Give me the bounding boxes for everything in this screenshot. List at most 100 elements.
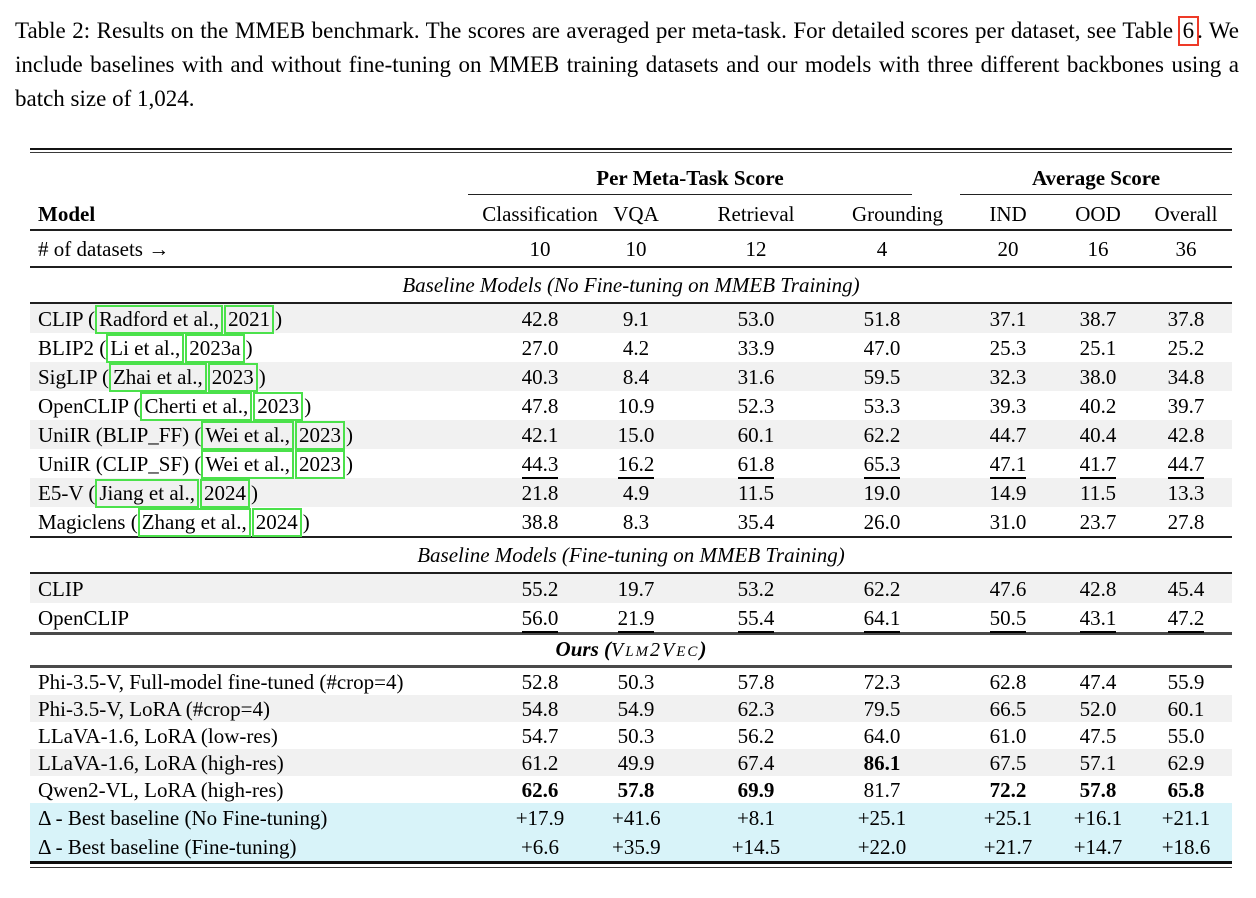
citation-author-link[interactable]: Cherti et al., bbox=[140, 391, 253, 421]
table-6-link[interactable]: 6 bbox=[1177, 16, 1200, 46]
citation-year-link[interactable]: 2023a bbox=[185, 333, 245, 363]
top-rule bbox=[30, 148, 1232, 153]
score-cell: +35.9 bbox=[612, 834, 661, 859]
score-cell: +6.6 bbox=[520, 834, 560, 859]
table-row-siglip: SigLIP (Zhai et al., 2023) 40.3 8.4 31.6 … bbox=[30, 362, 1232, 392]
citation-year-link[interactable]: 2024 bbox=[251, 507, 302, 537]
score-cell: 27.0 bbox=[521, 335, 559, 360]
score-cell: 55.4 bbox=[660, 603, 852, 633]
score-cell: 62.8 bbox=[989, 669, 1027, 694]
table-row-clip-ft: CLIP 55.2 19.7 53.2 62.2 47.6 42.8 45.4 bbox=[30, 574, 1232, 603]
score-cell: 57.8 bbox=[1079, 777, 1117, 802]
score-cell: 49.9 bbox=[617, 750, 655, 775]
score-cell: 53.0 bbox=[737, 306, 775, 331]
score-cell: 44.7 bbox=[989, 422, 1027, 447]
delta-label: Δ - Best baseline (No Fine-tuning) bbox=[38, 805, 328, 830]
citation-author-link[interactable]: Zhai et al., bbox=[108, 362, 207, 392]
mid-rule bbox=[30, 536, 1232, 538]
score-cell: 55.9 bbox=[1167, 669, 1205, 694]
score-cell: +17.9 bbox=[515, 805, 565, 830]
score-cell: 4.2 bbox=[622, 335, 650, 360]
score-cell: 38.7 bbox=[1079, 306, 1117, 331]
score-cell: 50.5 bbox=[960, 603, 1056, 633]
table-caption: Table 2: Results on the MMEB benchmark. … bbox=[15, 14, 1239, 116]
col-header-overall: Overall bbox=[1154, 202, 1218, 226]
model-name: SigLIP (Zhai et al., 2023) bbox=[30, 362, 468, 392]
citation-author-link[interactable]: Radford et al., bbox=[94, 304, 224, 334]
score-cell: 44.3 bbox=[468, 449, 612, 479]
section-header-finetuning: Baseline Models (Fine-tuning on MMEB Tra… bbox=[417, 543, 845, 567]
citation-year-link[interactable]: 2021 bbox=[224, 304, 275, 334]
table-row-phi-lora: Phi-3.5-V, LoRA (#crop=4) 54.8 54.9 62.3… bbox=[30, 695, 1232, 722]
mid-rule bbox=[30, 302, 1232, 304]
score-cell: +25.1 bbox=[983, 805, 1033, 830]
citation-author-link[interactable]: Zhang et al., bbox=[137, 507, 251, 537]
score-cell: 54.9 bbox=[617, 696, 655, 721]
table-row-magiclens: Magiclens (Zhang et al., 2024) 38.8 8.3 3… bbox=[30, 507, 1232, 537]
table-row-unir-clipsf: UniIR (CLIP_SF) (Wei et al., 2023) 44.3 1… bbox=[30, 449, 1232, 479]
score-cell: 8.3 bbox=[622, 509, 650, 534]
table-row-unir-blipff: UniIR (BLIP_FF) (Wei et al., 2023) 42.1 1… bbox=[30, 420, 1232, 450]
score-cell: 40.3 bbox=[521, 364, 559, 389]
score-cell: 60.1 bbox=[1167, 696, 1205, 721]
section-header-no-finetuning: Baseline Models (No Fine-tuning on MMEB … bbox=[402, 273, 860, 297]
col-header-vqa: VQA bbox=[613, 202, 659, 226]
score-cell: +21.1 bbox=[1161, 805, 1211, 830]
model-name: BLIP2 (Li et al., 2023a) bbox=[30, 333, 468, 363]
table-row-llava-lowres: LLaVA-1.6, LoRA (low-res) 54.7 50.3 56.2… bbox=[30, 722, 1232, 749]
score-cell: 61.0 bbox=[989, 723, 1027, 748]
citation-year-link[interactable]: 2023 bbox=[294, 449, 345, 479]
score-cell: 86.1 bbox=[863, 750, 901, 775]
score-cell: 25.2 bbox=[1167, 335, 1205, 360]
model-name: Magiclens (Zhang et al., 2024) bbox=[30, 507, 468, 537]
score-cell: 47.1 bbox=[960, 449, 1056, 479]
table-row-e5v: E5-V (Jiang et al., 2024) 21.8 4.9 11.5 1… bbox=[30, 478, 1232, 508]
score-cell: 60.1 bbox=[737, 422, 775, 447]
score-cell: 8.4 bbox=[622, 364, 650, 389]
score-cell: 9.1 bbox=[622, 306, 650, 331]
col-header-ind: IND bbox=[989, 202, 1027, 226]
table-row-phi-full: Phi-3.5-V, Full-model fine-tuned (#crop=… bbox=[30, 668, 1232, 695]
score-cell: 51.8 bbox=[863, 306, 901, 331]
score-cell: 57.8 bbox=[737, 669, 775, 694]
score-cell: +25.1 bbox=[857, 805, 907, 830]
score-cell: 54.7 bbox=[521, 723, 559, 748]
score-cell: 52.8 bbox=[521, 669, 559, 694]
score-cell: 25.1 bbox=[1079, 335, 1117, 360]
score-cell: 47.4 bbox=[1079, 669, 1117, 694]
score-cell: 11.5 bbox=[1080, 480, 1116, 505]
citation-year-link[interactable]: 2023 bbox=[294, 420, 345, 450]
score-cell: 31.6 bbox=[737, 364, 775, 389]
score-cell: 67.4 bbox=[737, 750, 775, 775]
score-cell: 21.8 bbox=[521, 480, 559, 505]
score-cell: 40.4 bbox=[1079, 422, 1117, 447]
score-cell: 52.3 bbox=[737, 393, 775, 418]
score-cell: +14.7 bbox=[1073, 834, 1123, 859]
score-cell: 47.2 bbox=[1140, 603, 1232, 633]
citation-author-link[interactable]: Li et al., bbox=[106, 333, 185, 363]
table-row-delta-no-finetuning: Δ - Best baseline (No Fine-tuning) +17.9… bbox=[30, 803, 1232, 832]
score-cell: +16.1 bbox=[1073, 805, 1123, 830]
score-cell: +8.1 bbox=[736, 805, 776, 830]
citation-author-link[interactable]: Jiang et al., bbox=[95, 478, 199, 508]
citation-author-link[interactable]: Wei et al., bbox=[201, 449, 294, 479]
score-cell: 55.0 bbox=[1167, 723, 1205, 748]
score-cell: 23.7 bbox=[1079, 509, 1117, 534]
citation-author-link[interactable]: Wei et al., bbox=[201, 420, 294, 450]
citation-year-link[interactable]: 2024 bbox=[200, 478, 250, 508]
citation-year-link[interactable]: 2023 bbox=[253, 391, 304, 421]
score-cell: 34.8 bbox=[1167, 364, 1205, 389]
caption-text-after: . We include baselines with and without … bbox=[15, 18, 1239, 111]
score-cell: 62.6 bbox=[521, 777, 559, 802]
mid-rule bbox=[30, 229, 1232, 231]
section-header-ours: Ours (VLM2VEC) bbox=[555, 636, 707, 661]
datasets-count-row: # of datasets → 10 10 12 4 20 16 36 bbox=[30, 231, 1232, 266]
thick-rule bbox=[30, 632, 1232, 635]
delta-label: Δ - Best baseline (Fine-tuning) bbox=[38, 834, 297, 859]
score-cell: 72.2 bbox=[989, 777, 1027, 802]
citation-year-link[interactable]: 2023 bbox=[207, 362, 258, 392]
header-group-row: Model Per Meta-Task Score Average Score bbox=[30, 153, 1232, 225]
header-subrow: Classification VQA Retrieval Grounding I… bbox=[30, 195, 1232, 230]
score-cell: 47.6 bbox=[989, 576, 1027, 601]
score-cell: 54.8 bbox=[521, 696, 559, 721]
